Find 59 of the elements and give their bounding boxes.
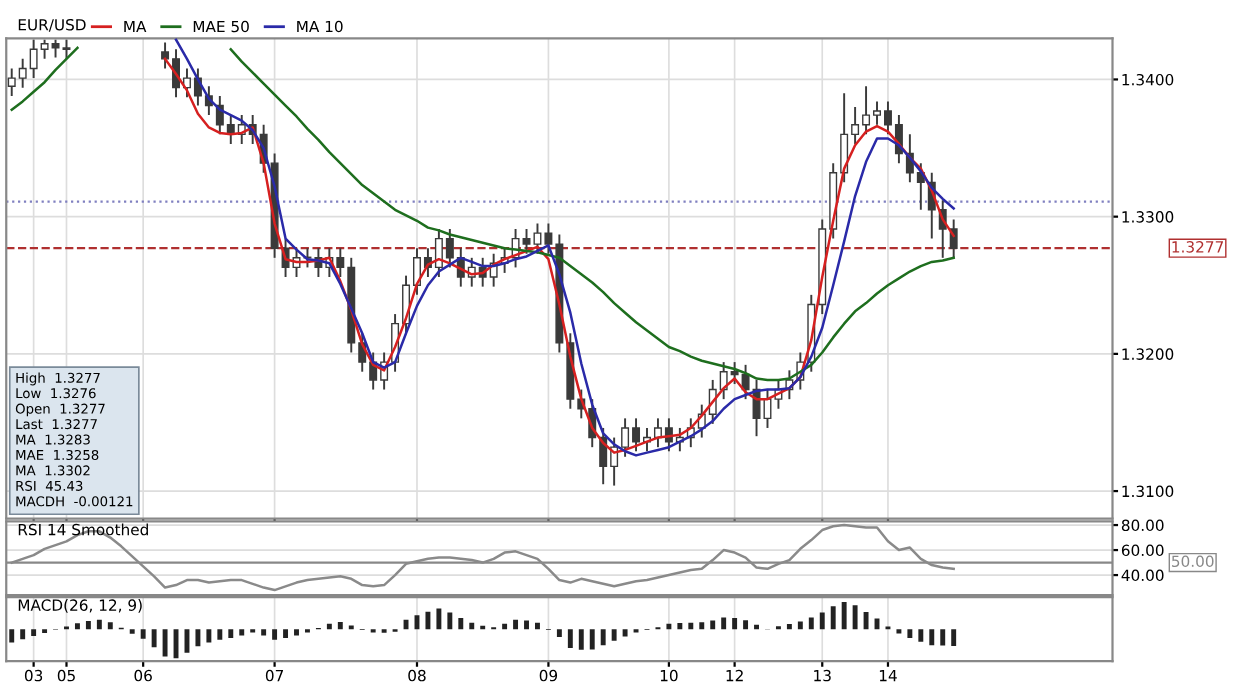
bar <box>754 624 759 630</box>
bar <box>600 629 606 646</box>
bar <box>611 629 617 641</box>
bar <box>808 617 814 630</box>
bar <box>535 622 540 630</box>
bar <box>326 623 332 630</box>
bar <box>294 629 299 636</box>
bar <box>852 605 858 630</box>
bar <box>907 629 913 638</box>
bar <box>567 629 573 649</box>
bar <box>458 618 464 630</box>
bar <box>688 622 694 630</box>
bar <box>863 612 869 630</box>
bar <box>677 623 683 630</box>
bar <box>283 629 289 638</box>
bar <box>786 623 792 630</box>
bar <box>151 629 157 648</box>
bar <box>107 622 113 630</box>
bar <box>710 620 716 630</box>
bar <box>524 620 529 630</box>
bar <box>819 612 825 630</box>
bar <box>699 622 705 630</box>
bar <box>940 629 946 646</box>
bar <box>841 602 847 630</box>
bar <box>140 629 146 639</box>
bar <box>195 629 201 647</box>
bar <box>951 629 957 647</box>
bar <box>20 629 26 640</box>
bar <box>589 629 595 650</box>
bar <box>797 621 803 630</box>
bar <box>732 618 738 630</box>
bar <box>217 629 223 640</box>
bar <box>721 617 727 630</box>
bar <box>337 621 343 630</box>
bar <box>513 619 519 630</box>
bar <box>502 623 508 630</box>
bar <box>31 629 37 636</box>
bar <box>918 629 924 642</box>
bar <box>425 611 431 630</box>
bar <box>228 629 234 638</box>
bar <box>556 629 562 638</box>
bar <box>622 629 628 637</box>
bar <box>9 629 15 643</box>
bar <box>447 612 453 630</box>
bar <box>272 629 278 640</box>
bar <box>261 629 267 636</box>
bar <box>578 629 584 650</box>
bar <box>239 629 245 636</box>
bar <box>743 620 749 630</box>
bar <box>206 629 212 643</box>
bar <box>666 623 672 630</box>
bar <box>436 608 442 630</box>
bar <box>96 619 102 630</box>
bar <box>830 606 836 630</box>
bar <box>162 629 168 657</box>
bar <box>74 623 80 630</box>
bar <box>929 629 935 646</box>
bar <box>469 622 475 630</box>
bar <box>85 621 91 630</box>
